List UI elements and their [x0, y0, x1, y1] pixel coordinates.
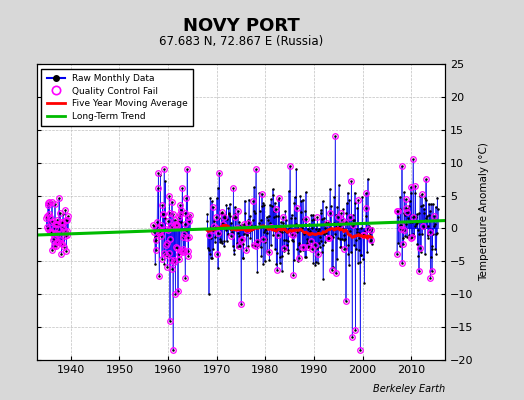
Y-axis label: Temperature Anomaly (°C): Temperature Anomaly (°C): [479, 142, 489, 282]
Legend: Raw Monthly Data, Quality Control Fail, Five Year Moving Average, Long-Term Tren: Raw Monthly Data, Quality Control Fail, …: [41, 68, 193, 126]
Text: 67.683 N, 72.867 E (Russia): 67.683 N, 72.867 E (Russia): [159, 36, 323, 48]
Text: Berkeley Earth: Berkeley Earth: [373, 384, 445, 394]
Text: NOVY PORT: NOVY PORT: [183, 17, 299, 35]
